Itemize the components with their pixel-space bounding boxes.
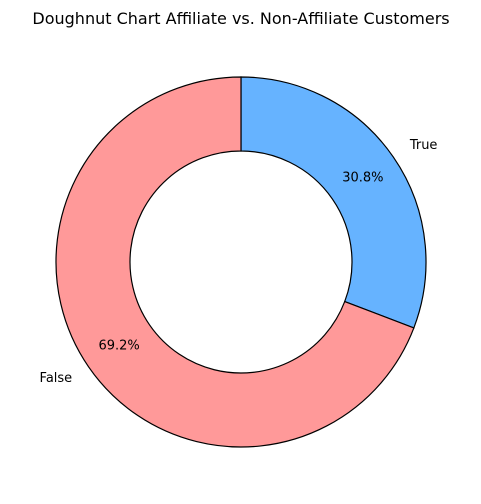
pct-label-false: 69.2% <box>98 338 139 353</box>
slices-layer <box>55 76 427 448</box>
slice-label-true: True <box>409 138 438 153</box>
labels-layer: 30.8% True 69.2% False <box>40 138 438 386</box>
pct-label-true: 30.8% <box>342 171 383 186</box>
slice-true <box>240 76 427 329</box>
slice-false <box>55 76 415 448</box>
chart-title: Doughnut Chart Affiliate vs. Non-Affilia… <box>32 9 449 28</box>
slice-label-false: False <box>40 371 73 386</box>
